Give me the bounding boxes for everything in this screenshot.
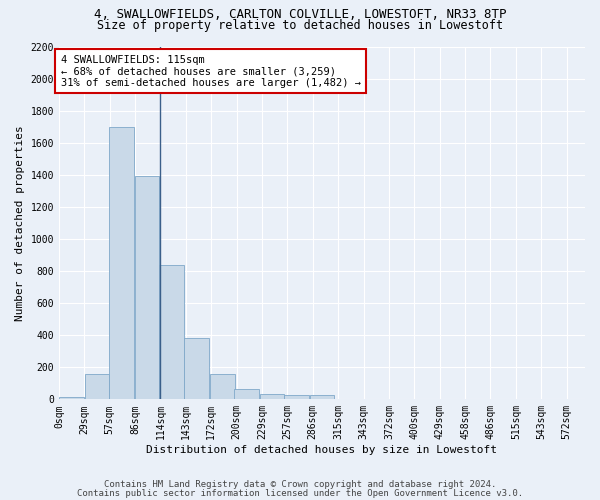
Bar bbox=[235, 389, 259, 400]
Text: Size of property relative to detached houses in Lowestoft: Size of property relative to detached ho… bbox=[97, 19, 503, 32]
Text: 4, SWALLOWFIELDS, CARLTON COLVILLE, LOWESTOFT, NR33 8TP: 4, SWALLOWFIELDS, CARLTON COLVILLE, LOWE… bbox=[94, 8, 506, 20]
Text: Contains public sector information licensed under the Open Government Licence v3: Contains public sector information licen… bbox=[77, 489, 523, 498]
Bar bbox=[109, 126, 134, 400]
Bar bbox=[260, 394, 284, 400]
Bar bbox=[85, 374, 109, 400]
Bar bbox=[134, 176, 159, 400]
Bar bbox=[184, 338, 209, 400]
Bar bbox=[310, 394, 334, 400]
Bar bbox=[210, 374, 235, 400]
Bar bbox=[284, 394, 309, 400]
Bar bbox=[159, 266, 184, 400]
Bar bbox=[59, 397, 84, 400]
Text: 4 SWALLOWFIELDS: 115sqm
← 68% of detached houses are smaller (3,259)
31% of semi: 4 SWALLOWFIELDS: 115sqm ← 68% of detache… bbox=[61, 54, 361, 88]
X-axis label: Distribution of detached houses by size in Lowestoft: Distribution of detached houses by size … bbox=[146, 445, 497, 455]
Y-axis label: Number of detached properties: Number of detached properties bbox=[15, 125, 25, 321]
Text: Contains HM Land Registry data © Crown copyright and database right 2024.: Contains HM Land Registry data © Crown c… bbox=[104, 480, 496, 489]
